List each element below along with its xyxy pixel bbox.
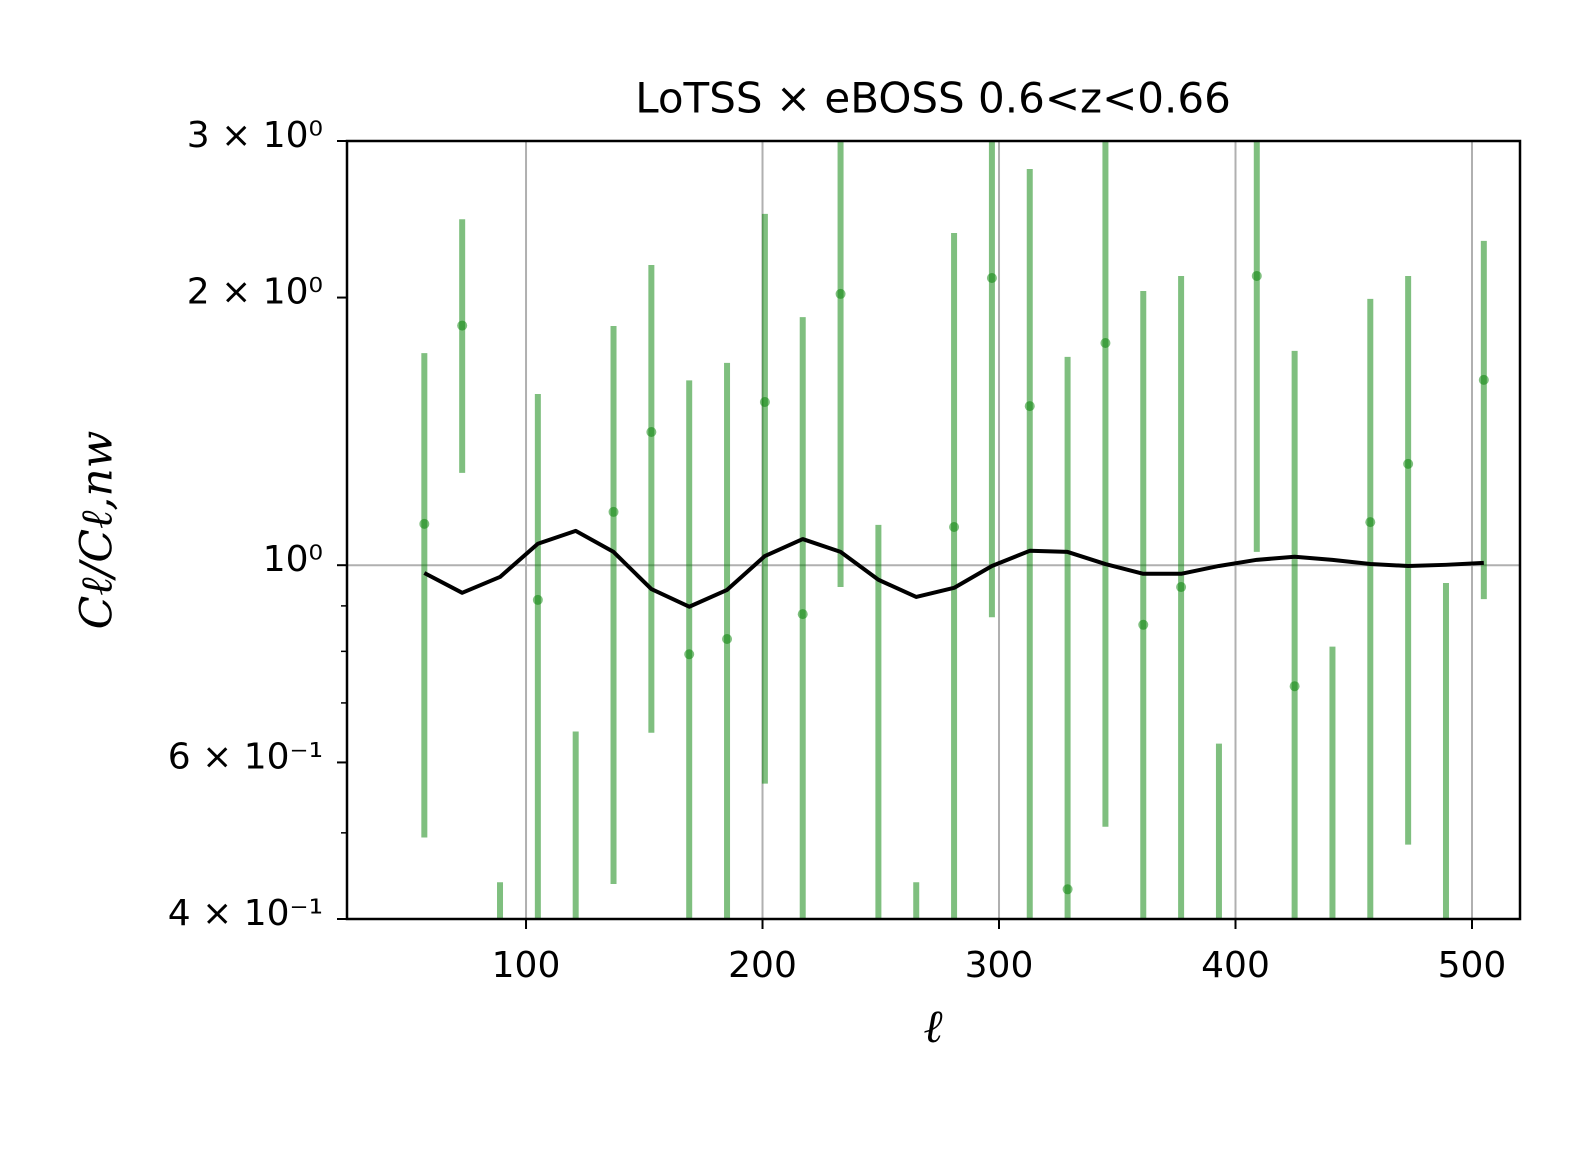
x-tick-label: 100 [492, 945, 561, 986]
data-point [532, 594, 543, 605]
x-tick-label: 500 [1438, 945, 1507, 986]
y-tick-label: 10⁰ [263, 539, 323, 580]
data-point [1100, 337, 1111, 348]
x-axis-label: ℓ [923, 999, 943, 1053]
data-point [797, 609, 808, 620]
x-tick-label: 300 [965, 945, 1034, 986]
x-tick-label: 400 [1201, 945, 1270, 986]
y-tick-label: 2 × 10⁰ [187, 272, 323, 313]
data-point [1138, 619, 1149, 630]
data-point [646, 426, 657, 437]
data-point [419, 518, 430, 529]
data-point [684, 649, 695, 660]
data-point [722, 634, 733, 645]
ticks: 100 200 300 400 500 4 × 10⁻¹ 6 × 10⁻¹ 10⁰ 2 × 10… [168, 115, 1507, 986]
y-tick-label: 6 × 10⁻¹ [168, 736, 323, 777]
y-axis-label: Cℓ/Cℓ,nw [72, 431, 123, 630]
data-point [608, 506, 619, 517]
data-point [835, 288, 846, 299]
data-point [1289, 681, 1300, 692]
data-point [949, 521, 960, 532]
plot-area [419, 141, 1489, 919]
data-point [1176, 582, 1187, 593]
data-point [457, 320, 468, 331]
model-line [423, 528, 1484, 609]
data-point [759, 397, 770, 408]
data-point [1062, 884, 1073, 895]
data-point [1478, 374, 1489, 385]
data-point [1024, 401, 1035, 412]
x-tick-label: 200 [728, 945, 797, 986]
y-tick-label: 4 × 10⁻¹ [168, 893, 323, 934]
data-point [1403, 458, 1414, 469]
y-tick-label: 3 × 10⁰ [187, 115, 323, 156]
data-point [1251, 270, 1262, 281]
chart-title: LoTSS × eBOSS 0.6<z<0.66 [635, 74, 1231, 123]
data-point [986, 272, 997, 283]
axes-frame [345, 139, 1522, 921]
data-point [1365, 517, 1376, 528]
